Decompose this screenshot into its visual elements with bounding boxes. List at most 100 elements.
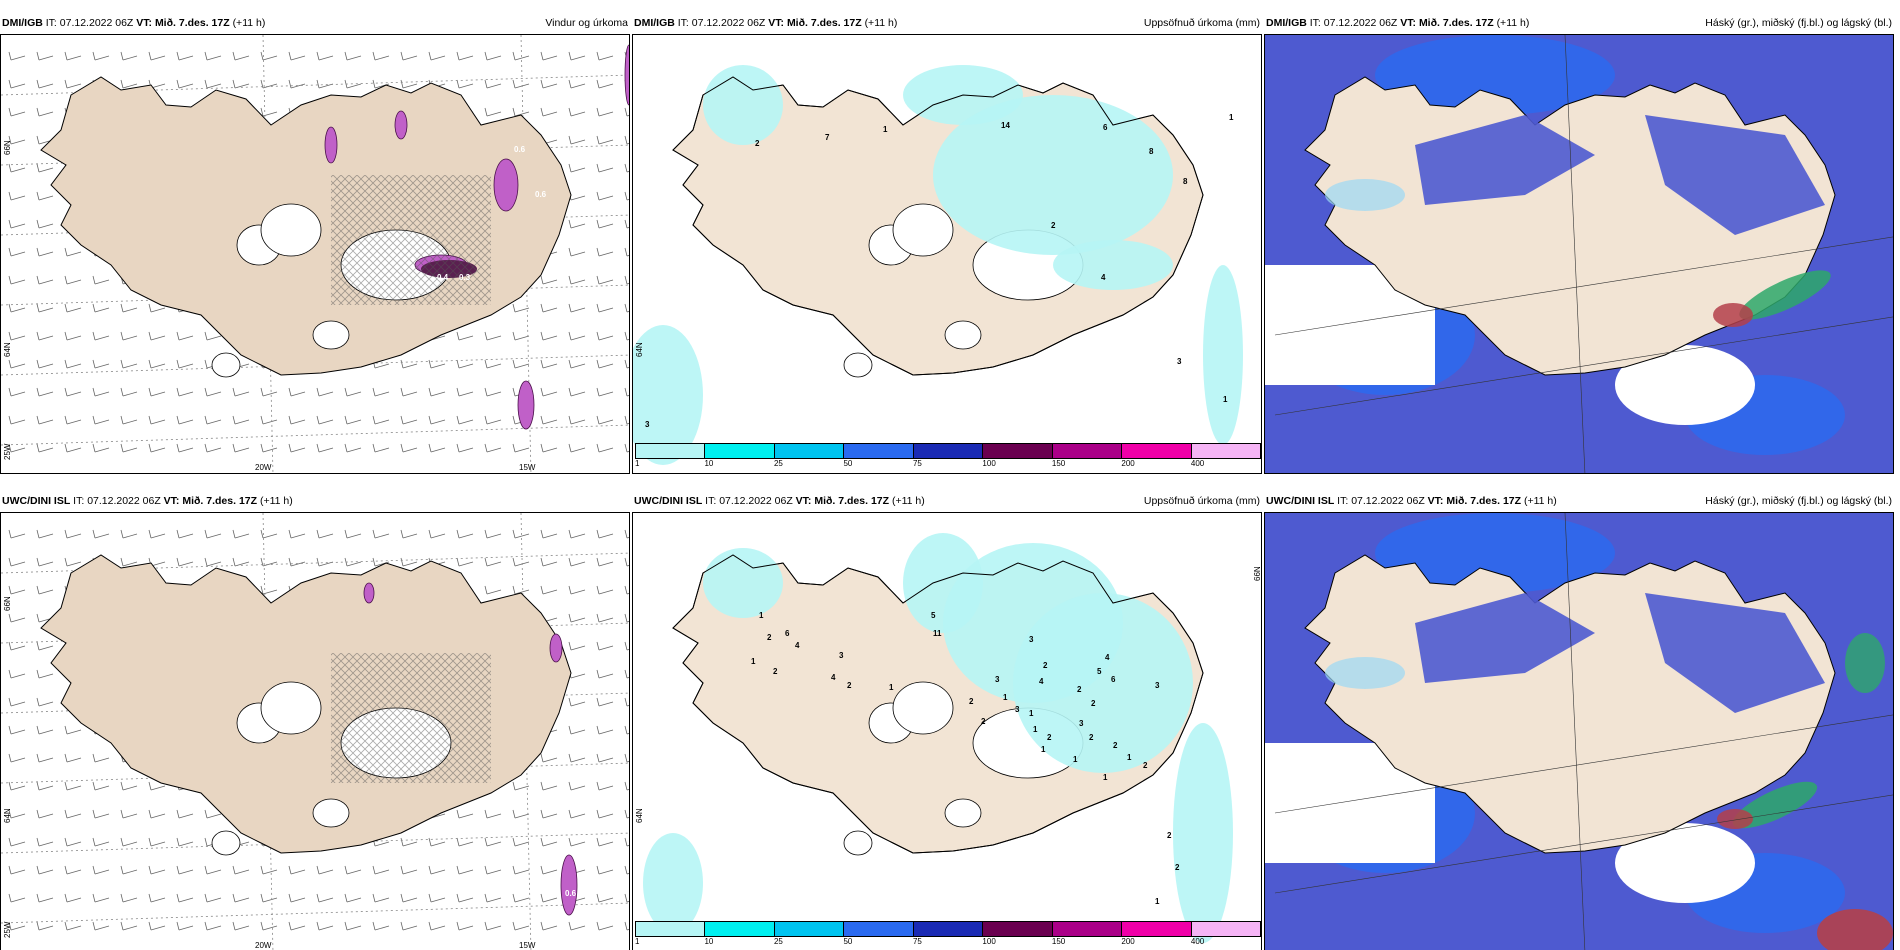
wind-barb [624, 191, 629, 201]
wind-barb [232, 443, 250, 453]
colorbar-segment [705, 444, 775, 458]
wind-barb [64, 303, 82, 313]
wind-barb [176, 79, 194, 89]
wind-barb [568, 781, 586, 791]
precip-value: 1 [1103, 773, 1108, 782]
wind-barb [92, 443, 110, 453]
panel-dmi-cloud: DMI/IGB IT: 07.12.2022 06Z VT: Mið. 7.de… [1264, 12, 1894, 474]
map-svg [1, 513, 629, 950]
precip-colorbar: 1 10 25 50 75 100 150 200 400 [635, 921, 1261, 947]
wind-barb [260, 51, 278, 61]
precip-area [363, 582, 375, 604]
precip-value: 0.3 [459, 273, 471, 282]
vt-value: Mið. 7.des. 17Z [814, 495, 890, 507]
wind-barb [596, 331, 614, 341]
wind-barb [148, 893, 166, 903]
precip-value: 2 [1167, 831, 1172, 840]
precip-value: 4 [1101, 273, 1106, 282]
wind-barb [176, 529, 194, 539]
precip-value: 6 [785, 629, 790, 638]
wind-barb [36, 247, 54, 257]
wind-barb [512, 781, 530, 791]
wind-barb [204, 415, 222, 425]
low-cloud-over-land [1645, 115, 1825, 235]
panel-uwc-precip: UWC/DINI ISL IT: 07.12.2022 06Z VT: Mið.… [632, 490, 1262, 950]
wind-barb [596, 275, 614, 285]
low-cloud-over-land [1415, 593, 1595, 683]
wind-barb [316, 529, 334, 539]
high-cloud-area [1732, 781, 1818, 829]
wind-barb [36, 387, 54, 397]
wind-barb [288, 51, 306, 61]
colorbar-label: 200 [1121, 459, 1135, 468]
wind-barb [596, 51, 614, 61]
wind-barb [540, 331, 558, 341]
panel-dmi-precip: DMI/IGB IT: 07.12.2022 06Z VT: Mið. 7.de… [632, 12, 1262, 474]
wind-barb [372, 529, 390, 539]
panel-uwc-wind: UWC/DINI ISL IT: 07.12.2022 06Z VT: Mið.… [0, 490, 630, 950]
wind-barb [400, 79, 418, 89]
wind-barb [400, 837, 418, 847]
wind-barb [232, 557, 250, 567]
wind-barb [120, 303, 138, 313]
wind-barb [596, 641, 614, 651]
precip-value: 1 [759, 611, 764, 620]
wind-barb [568, 837, 586, 847]
wind-barb [36, 893, 54, 903]
wind-barb [176, 921, 194, 931]
wind-barb [540, 443, 558, 453]
wind-barb [8, 865, 26, 875]
map-wind-precip: 66N 64N 25W 20W 15W 0.6 [0, 512, 630, 950]
wind-barb [176, 837, 194, 847]
wind-barb [456, 837, 474, 847]
wind-barb [8, 191, 26, 201]
wind-barb [568, 135, 586, 145]
vt-label: VT: [1400, 17, 1417, 29]
cloud-fringe [1325, 179, 1405, 211]
wind-barb [624, 697, 629, 707]
precip-value: 3 [995, 675, 1000, 684]
vt-label: VT: [1427, 495, 1444, 507]
wind-barb [64, 865, 82, 875]
wind-barb [148, 331, 166, 341]
low-cloud-over-land [1645, 593, 1825, 713]
glacier [892, 681, 954, 735]
precip-value: 6 [1111, 675, 1116, 684]
wind-barb [400, 557, 418, 567]
wind-barb [176, 387, 194, 397]
wind-barb [204, 557, 222, 567]
vt-value: Mið. 7.des. 17Z [786, 17, 862, 29]
wind-barb [540, 921, 558, 931]
colorbar-label: 200 [1121, 937, 1135, 946]
precip-value: 3 [645, 420, 650, 429]
lat-label-64n: 64N [635, 342, 644, 357]
wind-barb [596, 697, 614, 707]
wind-barb [540, 359, 558, 369]
wind-barb [344, 51, 362, 61]
wind-barb [540, 837, 558, 847]
wind-barb [596, 107, 614, 117]
wind-barb [288, 529, 306, 539]
wind-barb [64, 921, 82, 931]
wind-barb [64, 275, 82, 285]
precip-area [624, 44, 629, 106]
mid-cloud-area [1375, 35, 1615, 115]
high-cloud-area [1717, 809, 1753, 829]
wind-barb [8, 529, 26, 539]
wind-barb [372, 79, 390, 89]
wind-barb [484, 51, 502, 61]
lat-label-66n: 66N [1253, 566, 1262, 581]
lat-label-66n: 66N [3, 140, 12, 155]
wind-barb [36, 443, 54, 453]
wind-barb [148, 387, 166, 397]
lon-label-15w: 15W [519, 941, 536, 950]
wind-barb [540, 275, 558, 285]
wind-barb [92, 51, 110, 61]
wind-barb [568, 51, 586, 61]
it-value: 07.12.2022 06Z [1323, 17, 1398, 29]
wind-barb [624, 781, 629, 791]
lead-time: (+11 h) [891, 495, 925, 507]
wind-barb [400, 387, 418, 397]
wind-barb [64, 781, 82, 791]
wind-barb [456, 387, 474, 397]
